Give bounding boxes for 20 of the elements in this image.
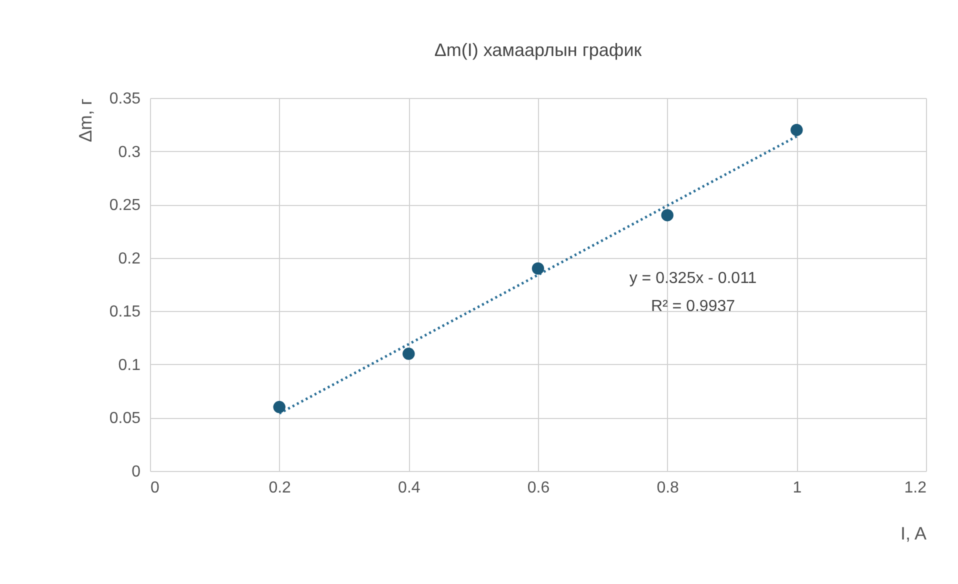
y-axis-title: Δm, г xyxy=(75,98,96,142)
y-tick-label: 0.2 xyxy=(118,250,141,268)
x-tick-label: 1.2 xyxy=(904,480,927,496)
x-tick-label: 0 xyxy=(150,480,160,496)
chart-title: Δm(I) хамаарлын график xyxy=(434,40,642,60)
annotation: y = 0.325x - 0.011 xyxy=(629,270,757,287)
x-tick-label: 1 xyxy=(792,480,802,496)
annotation: R² = 0.9937 xyxy=(650,298,736,315)
y-tick-label: 0.1 xyxy=(118,356,141,374)
x-axis-title: I, A xyxy=(900,524,926,544)
y-tick-label: 0.25 xyxy=(109,197,141,214)
y-tick-label: 0.3 xyxy=(118,144,141,161)
x-tick-label: 0.4 xyxy=(398,480,420,496)
x-tick-label: 0.6 xyxy=(527,480,550,496)
y-tick-label: 0.15 xyxy=(109,304,141,321)
y-tick-label: 0.35 xyxy=(109,90,141,108)
y-tick-label: 0 xyxy=(132,464,141,480)
x-tick-label: 0.2 xyxy=(268,480,292,496)
y-tick-label: 0.05 xyxy=(109,410,141,428)
x-tick-label: 0.8 xyxy=(656,480,680,496)
